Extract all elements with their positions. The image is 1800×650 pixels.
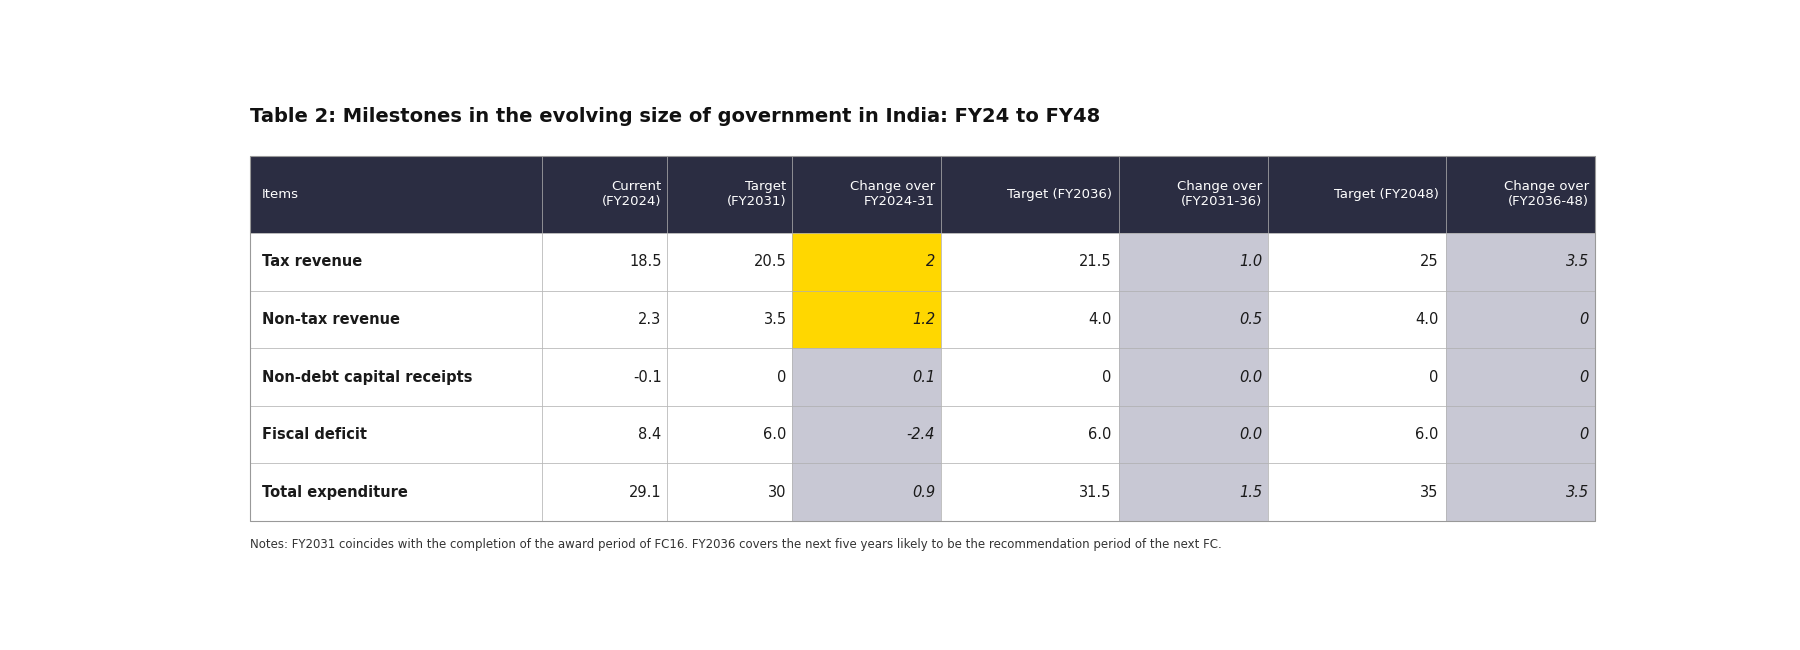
Bar: [666, 348, 792, 406]
Text: 0: 0: [1580, 427, 1589, 442]
Bar: [941, 291, 1118, 348]
Bar: [792, 233, 941, 291]
Bar: [792, 463, 941, 521]
Bar: [792, 406, 941, 463]
Text: 8.4: 8.4: [639, 427, 662, 442]
Bar: [666, 233, 792, 291]
Text: 0.0: 0.0: [1238, 427, 1262, 442]
Text: Target (FY2036): Target (FY2036): [1006, 188, 1112, 201]
Bar: [1118, 155, 1267, 233]
Text: 20.5: 20.5: [754, 254, 787, 270]
Bar: [542, 233, 666, 291]
Text: Non-debt capital receipts: Non-debt capital receipts: [261, 370, 472, 385]
Text: 21.5: 21.5: [1078, 254, 1112, 270]
Text: Table 2: Milestones in the evolving size of government in India: FY24 to FY48: Table 2: Milestones in the evolving size…: [250, 107, 1100, 126]
Bar: [1118, 463, 1267, 521]
Text: 4.0: 4.0: [1415, 312, 1438, 327]
Bar: [941, 155, 1118, 233]
Bar: [542, 155, 666, 233]
Text: 6.0: 6.0: [1089, 427, 1112, 442]
Bar: [250, 348, 542, 406]
Text: -2.4: -2.4: [907, 427, 934, 442]
Text: 1.0: 1.0: [1238, 254, 1262, 270]
Bar: [1118, 348, 1267, 406]
Bar: [792, 348, 941, 406]
Bar: [666, 463, 792, 521]
Text: 0: 0: [1429, 370, 1438, 385]
Text: Target (FY2048): Target (FY2048): [1334, 188, 1438, 201]
Text: 1.5: 1.5: [1238, 485, 1262, 500]
Text: Total expenditure: Total expenditure: [261, 485, 407, 500]
Bar: [1118, 233, 1267, 291]
Bar: [250, 155, 1595, 521]
Text: 30: 30: [769, 485, 787, 500]
Text: 0: 0: [1580, 312, 1589, 327]
Bar: [666, 291, 792, 348]
Bar: [542, 406, 666, 463]
Bar: [1445, 233, 1595, 291]
Bar: [250, 155, 542, 233]
Text: 3.5: 3.5: [1566, 254, 1589, 270]
Text: 6.0: 6.0: [763, 427, 787, 442]
Bar: [792, 291, 941, 348]
Text: Notes: FY2031 coincides with the completion of the award period of FC16. FY2036 : Notes: FY2031 coincides with the complet…: [250, 538, 1222, 551]
Text: 18.5: 18.5: [630, 254, 662, 270]
Text: Fiscal deficit: Fiscal deficit: [261, 427, 367, 442]
Text: 0.1: 0.1: [913, 370, 934, 385]
Text: 2.3: 2.3: [639, 312, 662, 327]
Bar: [1267, 291, 1445, 348]
Bar: [1118, 406, 1267, 463]
Text: Change over
FY2024-31: Change over FY2024-31: [850, 180, 934, 209]
Text: 4.0: 4.0: [1089, 312, 1112, 327]
Text: Non-tax revenue: Non-tax revenue: [261, 312, 400, 327]
Bar: [941, 463, 1118, 521]
Text: 1.2: 1.2: [913, 312, 934, 327]
Bar: [1118, 291, 1267, 348]
Bar: [250, 233, 542, 291]
Text: Current
(FY2024): Current (FY2024): [603, 180, 662, 209]
Text: 25: 25: [1420, 254, 1438, 270]
Bar: [542, 463, 666, 521]
Bar: [1445, 406, 1595, 463]
Bar: [1445, 291, 1595, 348]
Bar: [542, 348, 666, 406]
Text: 35: 35: [1420, 485, 1438, 500]
Text: Target
(FY2031): Target (FY2031): [727, 180, 787, 209]
Bar: [941, 406, 1118, 463]
Bar: [792, 155, 941, 233]
Text: 0.5: 0.5: [1238, 312, 1262, 327]
Text: 0.0: 0.0: [1238, 370, 1262, 385]
Bar: [1267, 463, 1445, 521]
Text: 31.5: 31.5: [1080, 485, 1112, 500]
Text: 3.5: 3.5: [1566, 485, 1589, 500]
Text: 0: 0: [778, 370, 787, 385]
Text: 0.9: 0.9: [913, 485, 934, 500]
Text: 0: 0: [1580, 370, 1589, 385]
Bar: [250, 291, 542, 348]
Bar: [1445, 155, 1595, 233]
Text: -0.1: -0.1: [634, 370, 662, 385]
Text: Change over
(FY2031-36): Change over (FY2031-36): [1177, 180, 1262, 209]
Text: 6.0: 6.0: [1415, 427, 1438, 442]
Bar: [1267, 155, 1445, 233]
Text: Change over
(FY2036-48): Change over (FY2036-48): [1503, 180, 1589, 209]
Bar: [1267, 348, 1445, 406]
Text: 3.5: 3.5: [763, 312, 787, 327]
Bar: [666, 155, 792, 233]
Text: Tax revenue: Tax revenue: [261, 254, 362, 270]
Text: Items: Items: [261, 188, 299, 201]
Bar: [250, 406, 542, 463]
Bar: [941, 233, 1118, 291]
Bar: [1267, 406, 1445, 463]
Bar: [941, 348, 1118, 406]
Bar: [542, 291, 666, 348]
Bar: [1445, 463, 1595, 521]
Bar: [666, 406, 792, 463]
Text: 0: 0: [1102, 370, 1112, 385]
Text: 2: 2: [925, 254, 934, 270]
Bar: [1445, 348, 1595, 406]
Bar: [250, 463, 542, 521]
Bar: [1267, 233, 1445, 291]
Text: 29.1: 29.1: [628, 485, 662, 500]
